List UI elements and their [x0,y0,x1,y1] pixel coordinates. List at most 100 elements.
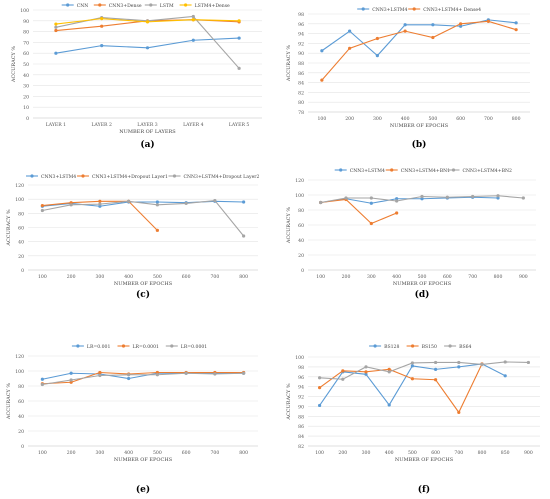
y-tick-label: 50 [23,62,29,68]
legend-label: CNN3+LSTM4+Dropout Layer2 [184,174,260,180]
y-tick-label: 98 [298,365,304,371]
series-line [55,37,240,54]
series-line [319,363,506,406]
x-tick-label: 100 [316,274,325,280]
data-point [127,199,131,203]
data-point [344,196,348,200]
x-tick-label: 700 [210,274,219,280]
y-tick-label: 90 [298,404,304,410]
data-point [54,28,58,33]
y-tick-label: 80 [23,30,29,36]
data-point [526,360,531,365]
panel-caption: (f) [418,484,430,495]
data-point [100,24,104,28]
x-tick-label: 700 [454,450,463,456]
y-tick-label: 40 [18,240,24,246]
data-point [496,196,500,200]
x-tick-label: 200 [345,116,354,122]
data-point [434,360,438,365]
data-point [480,362,484,367]
legend-label: CNN3+LSTM4+ Dense4 [423,7,481,13]
y-tick-label: 86 [298,71,304,77]
data-point [364,370,368,374]
y-tick-label: 92 [298,395,304,401]
y-tick-label: 94 [298,32,304,38]
series-line [321,19,517,57]
data-point [410,364,414,368]
data-point [514,28,518,32]
y-axis-label: ACCURACY % [286,207,292,245]
y-tick-label: 120 [295,178,304,184]
data-point [434,378,438,382]
legend-label: CNN3+LSTM4 [372,7,407,13]
y-tick-label: 82 [298,90,304,96]
data-point [348,29,352,33]
y-tick-label: 88 [298,414,304,420]
x-axis-label: NUMBER OF EPOCHS [114,281,173,287]
y-tick-label: 96 [298,375,304,381]
data-point [69,380,73,384]
data-point [486,19,490,23]
y-tick-label: 20 [23,94,29,100]
data-point [459,24,463,28]
y-tick-label: 84 [298,81,304,87]
y-tick-label: 60 [298,223,304,229]
x-tick-label: LAYER 4 [183,122,203,128]
y-tick-label: 82 [298,444,304,450]
x-tick-label: 600 [431,450,440,456]
legend-label: LR=0.0001 [181,344,208,350]
legend-marker [172,174,177,178]
data-point [403,23,407,27]
data-point [375,54,379,58]
chart-panel-2: 78 80 82 84 86 88 90 92 94 96 98 100 200 300 400 500 600… [286,7,530,150]
data-point [127,373,131,377]
series-line [319,363,483,414]
data-point [237,66,241,70]
y-tick-label: 60 [18,226,24,232]
legend-marker [390,168,394,172]
y-tick-label: 40 [23,73,29,79]
y-tick-label: 80 [298,208,304,214]
data-point [184,201,188,206]
x-axis-label: NUMBER OF LAYERS [119,129,176,135]
y-axis-label: ACCURACY % [11,46,17,84]
data-point [319,200,323,205]
y-tick-label: 20 [298,253,304,259]
data-point [369,196,373,200]
x-tick-label: LAYER 5 [229,122,249,128]
data-point [387,367,391,371]
data-point [155,200,159,204]
data-point [521,196,525,200]
legend-marker [76,344,80,348]
x-tick-label: 850 [501,450,510,456]
legend-label: CNN3+LSTM4 [350,168,385,174]
y-tick-label: 40 [18,414,24,420]
x-tick-label: 400 [385,450,394,456]
series-line [42,371,244,385]
data-point [69,203,73,207]
data-point [54,25,58,29]
chart-panel-5: 0 20 40 60 80 100 120 100 200 300 400 500 600 700 800 N… [6,344,258,495]
legend-label: LSTM4+Dense [195,3,230,9]
x-tick-label: 600 [182,450,191,456]
x-axis-label: NUMBER OF EPOCHS [114,457,173,463]
y-tick-label: 80 [298,100,304,106]
data-point [145,46,150,50]
data-point [387,403,391,407]
data-point [514,21,518,25]
x-tick-label: 200 [338,450,347,456]
y-tick-label: 70 [23,40,29,46]
y-tick-label: 120 [15,354,24,360]
data-point [369,201,373,205]
y-tick-label: 96 [298,22,304,28]
data-point [213,198,217,203]
y-tick-label: 88 [298,61,304,67]
data-point [54,22,58,26]
x-tick-label: 300 [95,450,104,456]
series-line [320,198,397,225]
data-point [395,211,399,215]
x-tick-label: 500 [153,274,162,280]
data-point [395,199,399,203]
series-line [42,200,245,237]
